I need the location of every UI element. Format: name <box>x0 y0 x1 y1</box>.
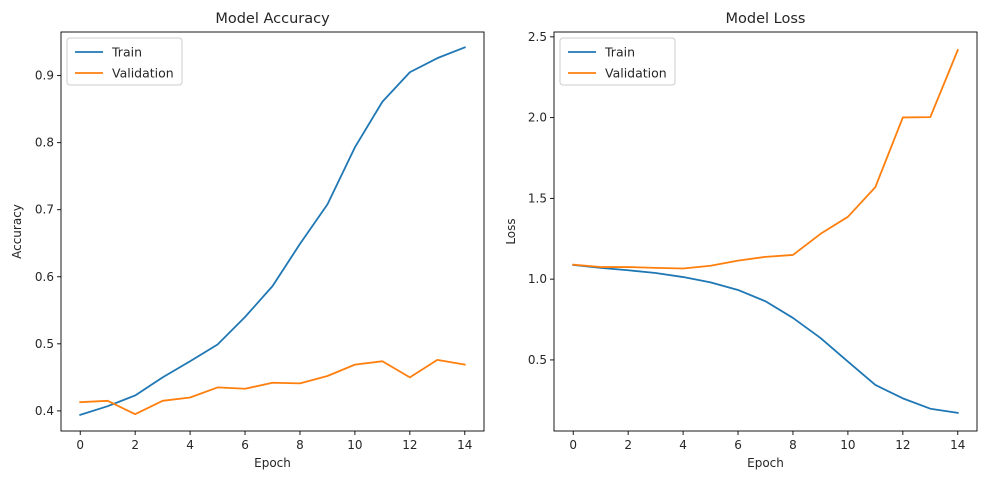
x-tick-label: 2 <box>624 438 632 452</box>
legend-label-validation: Validation <box>605 66 667 81</box>
x-tick-label: 8 <box>296 438 304 452</box>
x-tick-label: 14 <box>950 438 965 452</box>
x-axis-label: Epoch <box>254 456 291 470</box>
series-line-validation <box>572 48 959 270</box>
y-tick-label: 1.5 <box>528 191 547 205</box>
y-axis-label: Loss <box>504 218 518 244</box>
series-line-train <box>572 263 959 414</box>
x-tick-label: 0 <box>569 438 577 452</box>
y-tick-label: 2.5 <box>528 30 547 44</box>
y-axis-label: Accuracy <box>10 204 24 259</box>
x-tick-label: 2 <box>131 438 139 452</box>
x-tick-label: 6 <box>734 438 742 452</box>
legend: Train Validation <box>66 37 183 86</box>
chart-model-accuracy: 0 2 4 6 8 10 12 14 0.4 0.5 0.6 0.7 0.8 0.9 Model Accur… <box>10 11 485 470</box>
x-axis-label: Epoch <box>747 456 784 470</box>
legend-label-train: Train <box>604 45 635 60</box>
x-tick-label: 6 <box>241 438 249 452</box>
y-tick-label: 1.0 <box>528 272 547 286</box>
legend-label-train: Train <box>111 45 142 60</box>
y-tick-label: 0.6 <box>35 270 54 284</box>
x-tick-label: 14 <box>457 438 472 452</box>
y-tick-label: 2.0 <box>528 111 547 125</box>
x-tick-label: 12 <box>402 438 417 452</box>
x-tick-label: 8 <box>789 438 797 452</box>
y-tick-label: 0.5 <box>35 337 54 351</box>
chart-title: Model Accuracy <box>215 11 330 27</box>
plot-frame <box>553 31 978 432</box>
x-tick-label: 0 <box>76 438 84 452</box>
legend-label-validation: Validation <box>112 66 174 81</box>
chart-title: Model Loss <box>726 11 806 27</box>
y-tick-label: 0.9 <box>35 69 54 83</box>
x-tick-label: 4 <box>679 438 687 452</box>
x-tick-label: 12 <box>895 438 910 452</box>
plot-frame <box>60 31 485 432</box>
x-tick-label: 4 <box>186 438 194 452</box>
y-tick-label: 0.8 <box>35 136 54 150</box>
legend: Train Validation <box>559 37 676 86</box>
y-tick-label: 0.4 <box>35 404 54 418</box>
y-tick-label: 0.7 <box>35 203 54 217</box>
y-tick-label: 0.5 <box>528 353 547 367</box>
chart-model-loss: 0 2 4 6 8 10 12 14 0.5 1.0 1.5 2.0 2.5 Model Loss Epoc… <box>504 11 978 470</box>
series-line-validation <box>79 359 466 416</box>
x-tick-label: 10 <box>347 438 362 452</box>
series-line-train <box>79 46 466 417</box>
x-tick-label: 10 <box>840 438 855 452</box>
